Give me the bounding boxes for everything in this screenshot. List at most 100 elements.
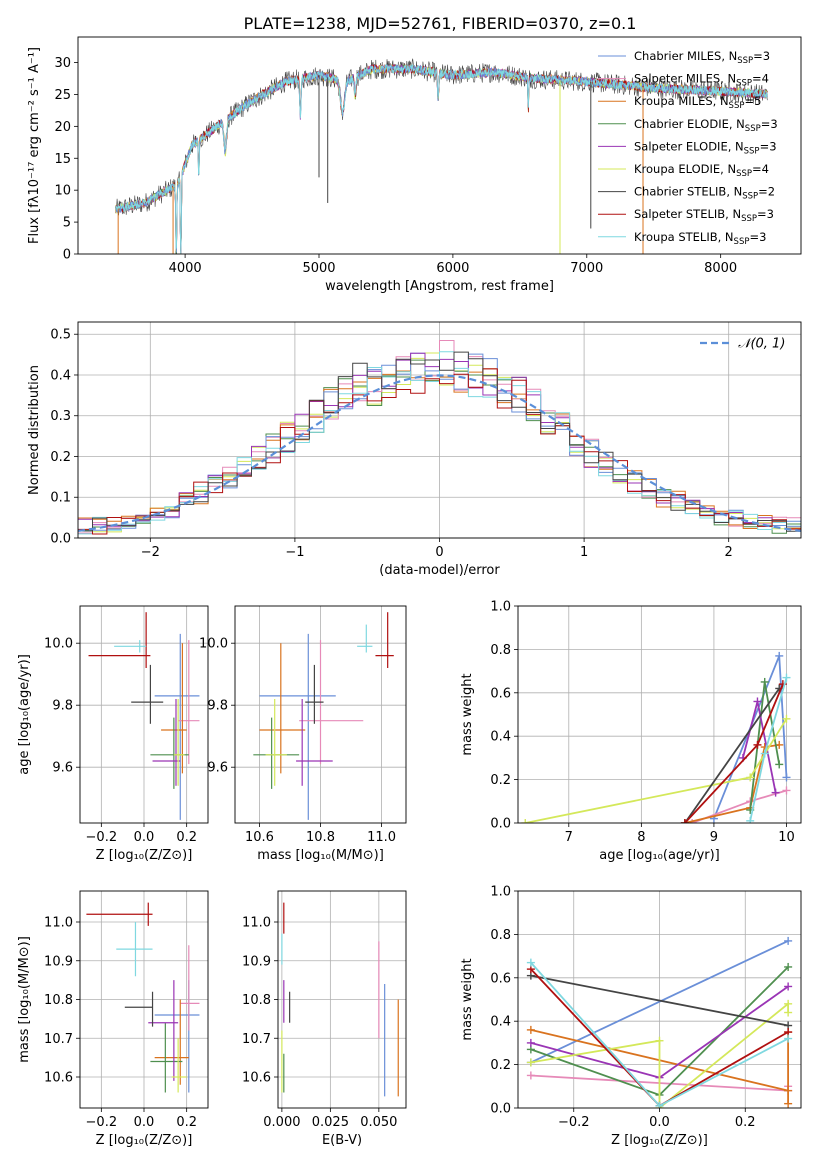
weight-marker [782,773,791,782]
x-tick-label: −0.2 [86,1115,118,1130]
errorbar-point [86,902,153,926]
y-tick-label: 10.0 [199,637,228,652]
spectrum-axes: 4000 5000 6000 7000 8000 0 5 10 15 20 25 30 waveleng… [27,47,737,294]
weights_vs_age-frame [517,605,802,824]
weight-marker [655,1036,664,1045]
x-tick-label: 7000 [570,261,603,276]
errorbar-point [154,633,200,820]
age_vs_mass-xlabel: mass [log₁₀(M/M⊙)] [257,848,384,863]
errorbar-point [178,640,200,765]
weight-line [530,974,789,1027]
y-tick-label: 0.0 [50,532,71,547]
y-tick-label: 0.2 [50,450,71,465]
errorbar-point [305,664,324,724]
errorbar-point [259,643,306,774]
histogram-step [78,351,801,532]
weight-marker [526,1025,535,1034]
y-tick-label: 25 [54,88,71,103]
errorbar-point [296,699,333,786]
spectrum-frame [77,36,802,255]
errorbar-point [375,612,394,668]
x-tick-label: 11.0 [367,830,396,845]
x-tick-label: 0.0 [134,1115,155,1130]
weight-line [530,940,789,1064]
errorbar-point [114,640,147,653]
weight-marker [784,1099,793,1108]
weight-marker [753,740,762,749]
weight-marker [784,962,793,971]
y-tick-label: 10.9 [44,954,73,969]
y-tick-label: 0.2 [490,773,511,788]
y-tick-label: 0.5 [50,328,71,343]
weight-marker [760,677,769,686]
legend-label: Kroupa MILES, NSSP=5 [634,94,761,111]
weight-marker [680,819,689,823]
errorbar-point [154,999,189,1085]
spectrum-lines [115,58,768,254]
x-tick-label: 5000 [302,261,335,276]
x-tick-label: −0.2 [558,1115,590,1130]
y-tick-label: 0.4 [50,368,71,383]
weight-marker [746,773,755,782]
errorbar-point [180,945,200,1031]
x-tick-label: 8000 [704,261,737,276]
y-tick-label: 10.9 [242,954,271,969]
y-tick-label: 20 [54,120,71,135]
mass_vs_Z-xlabel: Z [log₁₀(Z/Z⊙)] [96,1133,193,1148]
weight-marker [784,1034,793,1043]
y-tick-label: 0.2 [490,1058,511,1073]
errorbar-point [88,612,151,668]
y-tick-label: 1.0 [490,885,511,900]
legend-label: Kroupa ELODIE, NSSP=4 [634,162,769,179]
mass_vs_Z-points [86,902,200,1093]
legend-label: 𝒩(0, 1) [738,337,785,352]
x-tick-label: 10 [778,830,795,845]
weight-line [684,687,780,823]
age_vs_mass-axes: 10.6 10.8 11.0 9.6 9.8 10.0 mass [log₁₀(M/M⊙)] [199,606,406,863]
x-tick-label: 6000 [436,261,469,276]
x-tick-label: 0.0 [134,830,155,845]
residuals-frame [77,321,802,539]
mass_vs_Z-ylabel: mass [log₁₀(M/M⊙)] [17,936,32,1063]
legend-label: Salpeter STELIB, NSSP=3 [634,207,774,224]
weight-marker [775,760,784,769]
x-tick-label: 0.2 [176,1115,197,1130]
age_vs_Z-xlabel: Z [log₁₀(Z/Z⊙)] [96,848,193,863]
y-tick-label: 10.8 [44,993,73,1008]
y-tick-label: 1.0 [490,600,511,615]
weight-marker [784,982,793,991]
errorbar-point [357,624,373,653]
x-tick-label: 0 [435,545,443,560]
y-tick-label: 10.8 [242,993,271,1008]
y-tick-label: 0.3 [50,409,71,424]
y-tick-label: 9.8 [52,699,73,714]
y-tick-label: 0.4 [490,730,511,745]
figure-title: PLATE=1238, MJD=52761, FIBERID=0370, z=0… [244,14,637,33]
errorbar-point [259,633,336,820]
legend-label: Kroupa STELIB, NSSP=3 [634,230,766,247]
y-tick-label: 30 [54,56,71,71]
x-tick-label: 8 [637,830,645,845]
x-tick-label: 0.025 [312,1115,349,1130]
errorbar-point [265,699,287,786]
weight-line [684,744,780,823]
mass_vs_EBV-points [281,902,399,1097]
weight-marker [526,1071,535,1080]
y-tick-label: 0.6 [490,686,511,701]
weight-marker [775,651,784,660]
y-tick-label: 0.0 [490,1102,511,1117]
residuals-ylabel: Normed distribution [27,365,42,495]
histogram-series [78,340,801,535]
age_vs_Z-frame [79,605,209,824]
y-tick-label: 9.6 [207,761,228,776]
x-tick-label: 0.2 [735,1115,756,1130]
y-tick-label: 5 [63,216,71,231]
y-tick-label: 15 [54,152,71,167]
y-tick-label: 0.4 [490,1015,511,1030]
x-tick-label: 10.6 [245,830,274,845]
mass_vs_Z-axes: −0.2 0.0 0.2 10.6 10.7 10.8 10.9 11.0 Z [log₁₀(Z… [17,891,208,1148]
x-tick-label: 0.0 [649,1115,670,1130]
x-tick-label: 2 [725,545,733,560]
x-tick-label: 7 [565,830,573,845]
mass_vs_EBV-xlabel: E(B-V) [322,1133,362,1148]
